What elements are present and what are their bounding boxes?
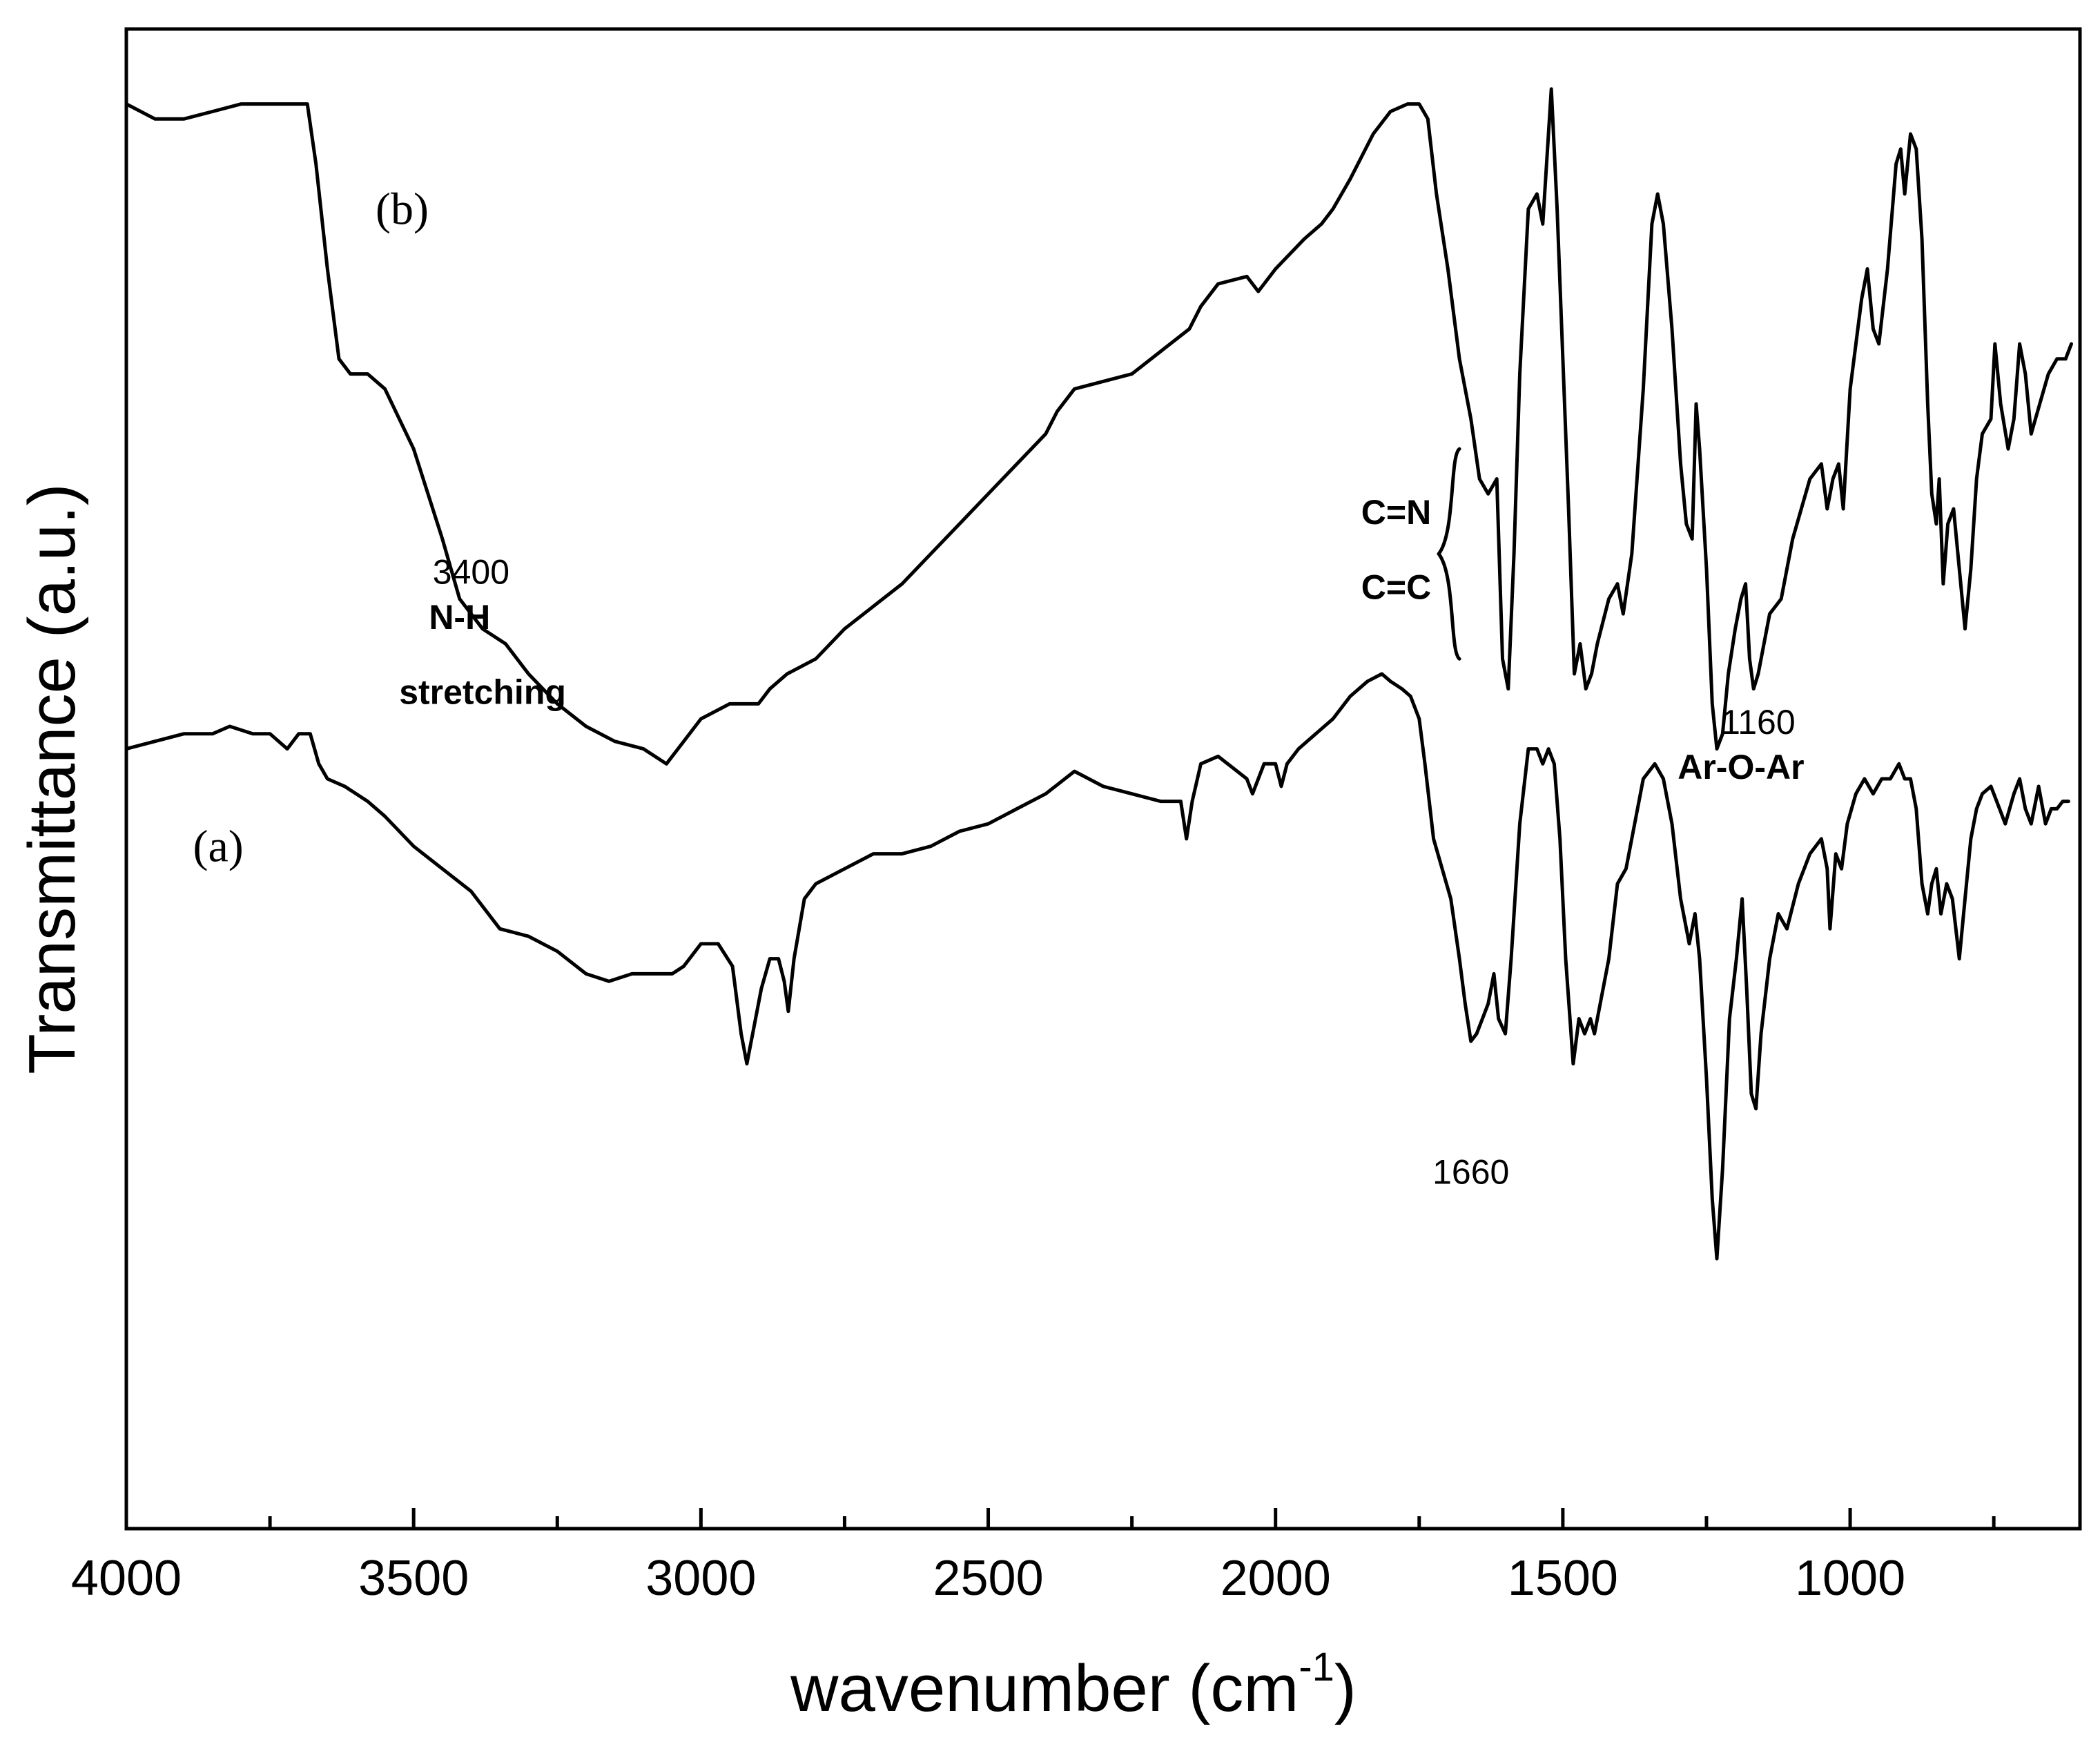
annotation-label: C=C (1361, 568, 1431, 606)
annotation-label: (b) (376, 184, 429, 234)
y-axis-title: Transmittance (a.u.) (15, 483, 89, 1074)
annotation-label: 1160 (1721, 703, 1796, 742)
cn-cc-brace (1437, 447, 1461, 661)
annotation-label: 1660 (1432, 1152, 1509, 1191)
series-a-line (124, 672, 2070, 1261)
x-axis-ticks (124, 1508, 1996, 1529)
x-axis-title-main: wavenumber (cm (790, 1652, 1299, 1725)
x-tick-label: 1000 (1795, 1551, 1905, 1606)
annotation-label: (a) (193, 821, 244, 871)
annotation-label: 3400 (433, 553, 509, 592)
x-axis-tick-labels: 4000 3500 3000 2500 2000 1500 1000 (71, 1551, 1905, 1606)
peak-annotations: (b) (a) 3400 N-H stretching C=N C=C 1660 1160 Ar-… (193, 184, 1805, 1191)
x-tick-label: 3000 (645, 1551, 756, 1606)
x-axis-title-suffix: ) (1334, 1652, 1357, 1725)
x-tick-label: 4000 (71, 1551, 182, 1606)
annotation-label: stretching (399, 672, 566, 711)
x-tick-label: 1500 (1508, 1551, 1618, 1606)
spectrum-traces (124, 87, 2073, 1261)
x-tick-label: 2000 (1221, 1551, 1331, 1606)
x-axis-title: wavenumber (cm-1) (790, 1645, 1357, 1725)
series-b-line (124, 87, 2073, 766)
plot-frame (124, 27, 2082, 1531)
annotation-label: N-H (429, 598, 490, 637)
annotation-label: Ar-O-Ar (1678, 748, 1804, 786)
x-axis-title-superscript: -1 (1299, 1645, 1334, 1690)
annotation-label: C=N (1361, 493, 1431, 532)
x-tick-label: 3500 (358, 1551, 469, 1606)
x-tick-label: 2500 (933, 1551, 1043, 1606)
